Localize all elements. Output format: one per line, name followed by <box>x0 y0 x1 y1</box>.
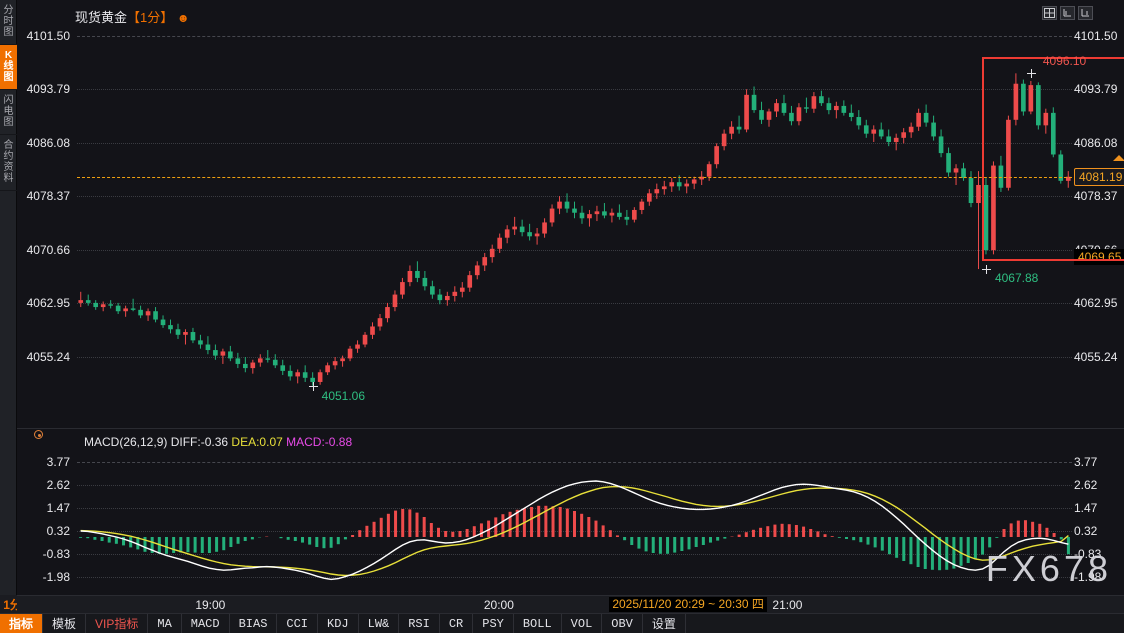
price-axis-tick: 4078.37 <box>1074 189 1118 204</box>
time-tooltip: 2025/11/20 20:29 ~ 20:30 四 <box>609 597 767 612</box>
crosshair-icon[interactable] <box>1042 6 1057 20</box>
macd-axis-tick: -1.98 <box>42 569 70 584</box>
gridline <box>77 249 1072 251</box>
current-price-line <box>77 176 1072 178</box>
indicator-toolbar[interactable]: 指标 模板 VIP指标 MA MACD BIAS CCI KDJ LW& RSI CR PSY BOLL… <box>0 613 1124 633</box>
macd-collapse-icon[interactable] <box>34 430 43 439</box>
gridline <box>77 507 1072 509</box>
period-low-marker-icon <box>308 381 318 391</box>
sidebar-item-kline[interactable]: K线图 <box>0 45 17 90</box>
price-axis-tick: 4086.08 <box>26 135 70 150</box>
toolbar-item-[interactable]: 模板 <box>43 614 87 633</box>
macd-axis-tick: -0.83 <box>42 546 70 561</box>
macd-pane[interactable]: MACD(26,12,9) DIFF:-0.36 DEA:0.07 MACD:-… <box>17 428 1124 612</box>
price-axis-tick: 4062.95 <box>1074 296 1118 311</box>
price-axis-tick: 4101.50 <box>26 28 70 43</box>
toolbar-item-vol[interactable]: VOL <box>562 614 603 633</box>
macd-legend: MACD(26,12,9) DIFF:-0.36 DEA:0.07 MACD:-… <box>84 435 352 449</box>
macd-axis-tick: 1.47 <box>46 500 70 515</box>
gridline <box>77 142 1072 144</box>
toolbar-item-macd[interactable]: MACD <box>182 614 230 633</box>
toolbar-item-[interactable]: 指标 <box>0 614 44 633</box>
left-sidebar: 分时图 K线图 闪电图 合约资料 <box>0 0 17 612</box>
time-axis-tick: 21:00 <box>772 598 803 612</box>
sidebar-item-timeshare[interactable]: 分时图 <box>0 0 17 45</box>
candlestick-series <box>78 73 1071 386</box>
time-axis-tick: 19:00 <box>195 598 226 612</box>
sidebar-item-lightning[interactable]: 闪电图 <box>0 90 17 135</box>
toolbar-item-cr[interactable]: CR <box>440 614 474 633</box>
toolbar-item-bias[interactable]: BIAS <box>230 614 278 633</box>
instrument-name: 现货黄金 <box>75 10 128 25</box>
toolbar-item-[interactable]: 设置 <box>643 614 686 633</box>
low-marker-icon <box>981 265 991 275</box>
gridline <box>77 553 1072 555</box>
toolbar-item-kdj[interactable]: KDJ <box>318 614 359 633</box>
high-marker-icon <box>1026 69 1036 79</box>
gridline <box>77 461 1072 463</box>
time-axis[interactable]: 19:00 20:00 21:00 2025/11/20 20:29 ~ 20:30… <box>17 595 1124 613</box>
macd-dea-value: DEA:0.07 <box>231 435 283 449</box>
low-price-annotation: 4067.88 <box>994 271 1039 286</box>
gridline <box>77 356 1072 358</box>
price-axis-tick: 4101.50 <box>1074 28 1118 43</box>
smiley-icon[interactable]: ☻ <box>176 11 190 25</box>
price-axis-tick: 4062.95 <box>26 296 70 311</box>
measure-right-icon[interactable] <box>1078 6 1093 20</box>
macd-axis-tick: 2.62 <box>1074 477 1098 492</box>
macd-axis-tick: -1.98 <box>1074 569 1102 584</box>
current-price-tag[interactable]: 4081.19 <box>1074 167 1124 186</box>
price-axis-tick: 4086.08 <box>1074 135 1118 150</box>
price-axis-tick: 4093.79 <box>1074 82 1118 97</box>
macd-axis-tick: 1.47 <box>1074 500 1098 515</box>
toolbar-item-psy[interactable]: PSY <box>473 614 514 633</box>
period-label: 【1分】 <box>127 10 174 25</box>
price-axis-tick: 4078.37 <box>26 189 70 204</box>
gridline <box>77 576 1072 578</box>
price-axis-tick: 4070.66 <box>26 242 70 257</box>
macd-diff-value: DIFF:-0.36 <box>170 435 229 449</box>
chart-tools[interactable] <box>1042 6 1093 20</box>
gridline <box>77 35 1072 37</box>
toolbar-item-boll[interactable]: BOLL <box>514 614 562 633</box>
sidebar-item-contract[interactable]: 合约资料 <box>0 135 17 191</box>
price-axis-tick: 4055.24 <box>26 349 70 364</box>
cursor-price-tag: 4069.65 <box>1074 248 1124 265</box>
high-price-annotation: 4096.10 <box>1042 54 1087 69</box>
toolbar-item-lw[interactable]: LW& <box>359 614 400 633</box>
macd-axis-tick: 2.62 <box>46 477 70 492</box>
macd-axis-tick: 0.32 <box>1074 523 1098 538</box>
macd-axis-tick: -0.83 <box>1074 546 1102 561</box>
period-low-annotation: 4051.06 <box>321 388 366 403</box>
time-axis-tick: 20:00 <box>483 598 514 612</box>
toolbar-item-vip[interactable]: VIP指标 <box>86 614 149 633</box>
price-pane[interactable]: 现货黄金【1分】 ☻ 4101.50 4093.79 4086.08 4078.37 4… <box>17 0 1124 428</box>
toolbar-item-cci[interactable]: CCI <box>277 614 319 633</box>
macd-macd-value: MACD:-0.88 <box>286 435 353 449</box>
price-axis-tick: 4055.24 <box>1074 349 1118 364</box>
gridline <box>77 303 1072 305</box>
gridline <box>77 196 1072 198</box>
measure-left-icon[interactable] <box>1060 6 1075 20</box>
toolbar-item-rsi[interactable]: RSI <box>399 614 440 633</box>
gridline <box>77 89 1072 91</box>
macd-axis-tick: 3.77 <box>1074 454 1098 469</box>
macd-series <box>79 480 1070 581</box>
page-title: 现货黄金【1分】 ☻ <box>75 7 190 26</box>
price-arrow-icon <box>1113 154 1124 161</box>
toolbar-item-ma[interactable]: MA <box>148 614 182 633</box>
macd-title: MACD(26,12,9) <box>84 435 168 449</box>
gridline <box>77 484 1072 486</box>
price-axis-tick: 4093.79 <box>26 82 70 97</box>
chart-area[interactable]: 现货黄金【1分】 ☻ 4101.50 4093.79 4086.08 4078.37 4… <box>17 0 1124 612</box>
macd-axis-tick: 3.77 <box>46 454 70 469</box>
toolbar-item-obv[interactable]: OBV <box>602 614 643 633</box>
macd-axis-tick: 0.32 <box>46 523 70 538</box>
